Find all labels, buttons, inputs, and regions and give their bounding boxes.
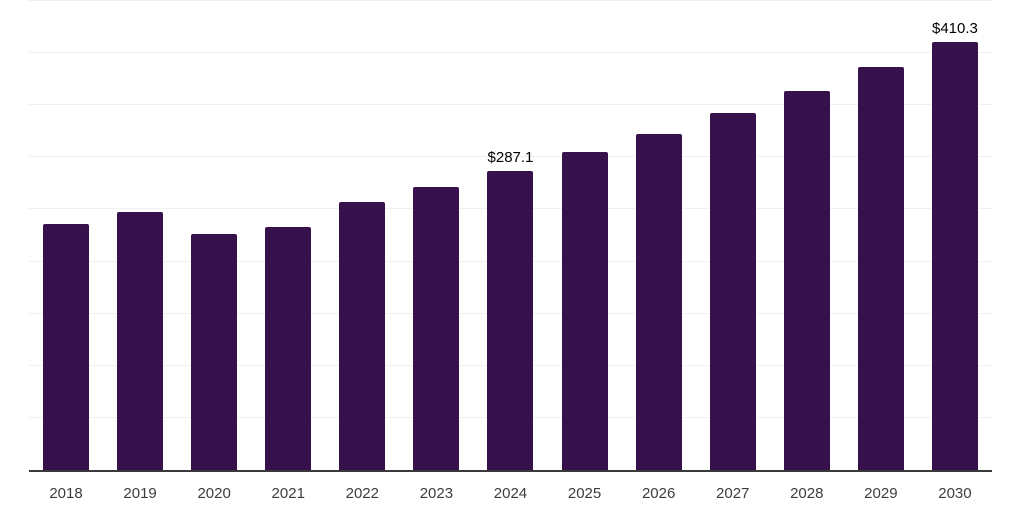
bar-slot-2024: $287.1 — [487, 1, 534, 470]
x-tick-2025: 2025 — [567, 485, 602, 502]
x-axis-line — [29, 470, 992, 472]
x-tick-2024: 2024 — [493, 485, 528, 502]
x-tick-2029: 2029 — [864, 485, 898, 502]
bar-2019 — [117, 211, 164, 470]
x-tick-2028: 2028 — [790, 485, 824, 502]
bar-2024 — [487, 170, 534, 470]
bar-2020 — [191, 234, 238, 470]
bar-slot-2021 — [265, 1, 312, 470]
bar-slot-2023 — [413, 1, 460, 470]
x-tick-2027: 2027 — [716, 485, 750, 502]
bar-slot-2026 — [635, 1, 682, 470]
x-tick-2026: 2026 — [641, 485, 676, 502]
bar-2018 — [43, 224, 89, 470]
bar-2027 — [709, 112, 756, 470]
bar-slot-2030: $410.3 — [931, 1, 978, 470]
bar-slot-2019 — [117, 1, 164, 470]
bar-2023 — [413, 186, 460, 470]
x-tick-2020: 2020 — [197, 485, 231, 502]
bar-2026 — [635, 134, 682, 470]
bar-2022 — [339, 202, 386, 470]
bar-2025 — [561, 152, 608, 470]
x-tick-2019: 2019 — [123, 485, 157, 502]
x-tick-2030: 2030 — [938, 485, 972, 502]
bar-slot-2018 — [43, 1, 89, 470]
x-axis-tick-labels: 2018 2019 2020 2021 2022 2023 2024 2025 2026 2027… — [29, 484, 992, 504]
bar-slot-2029 — [857, 1, 904, 470]
bar-2030 — [931, 42, 978, 470]
bar-slot-2025 — [561, 1, 608, 470]
x-tick-2022: 2022 — [345, 485, 379, 502]
bar-slot-2027 — [709, 1, 756, 470]
x-tick-2023: 2023 — [419, 485, 454, 502]
x-tick-2021: 2021 — [271, 485, 305, 502]
bar-slot-2022 — [339, 1, 386, 470]
bar-2029 — [857, 66, 904, 470]
gridline-400 — [29, 52, 992, 54]
bar-2028 — [783, 90, 830, 470]
gridline-450 — [29, 0, 992, 1]
x-tick-2018: 2018 — [49, 485, 83, 502]
bar-2021 — [265, 227, 312, 470]
plot-area: $287.1 $410.3 — [29, 0, 992, 470]
gridline-300 — [29, 156, 992, 158]
bar-slot-2020 — [191, 1, 238, 470]
gridline-350 — [29, 104, 992, 106]
bars-row: $287.1 $410.3 — [29, 1, 992, 470]
value-label-2024: $287.1 — [487, 148, 534, 166]
value-label-2030: $410.3 — [931, 20, 978, 38]
bar-slot-2028 — [783, 1, 830, 470]
